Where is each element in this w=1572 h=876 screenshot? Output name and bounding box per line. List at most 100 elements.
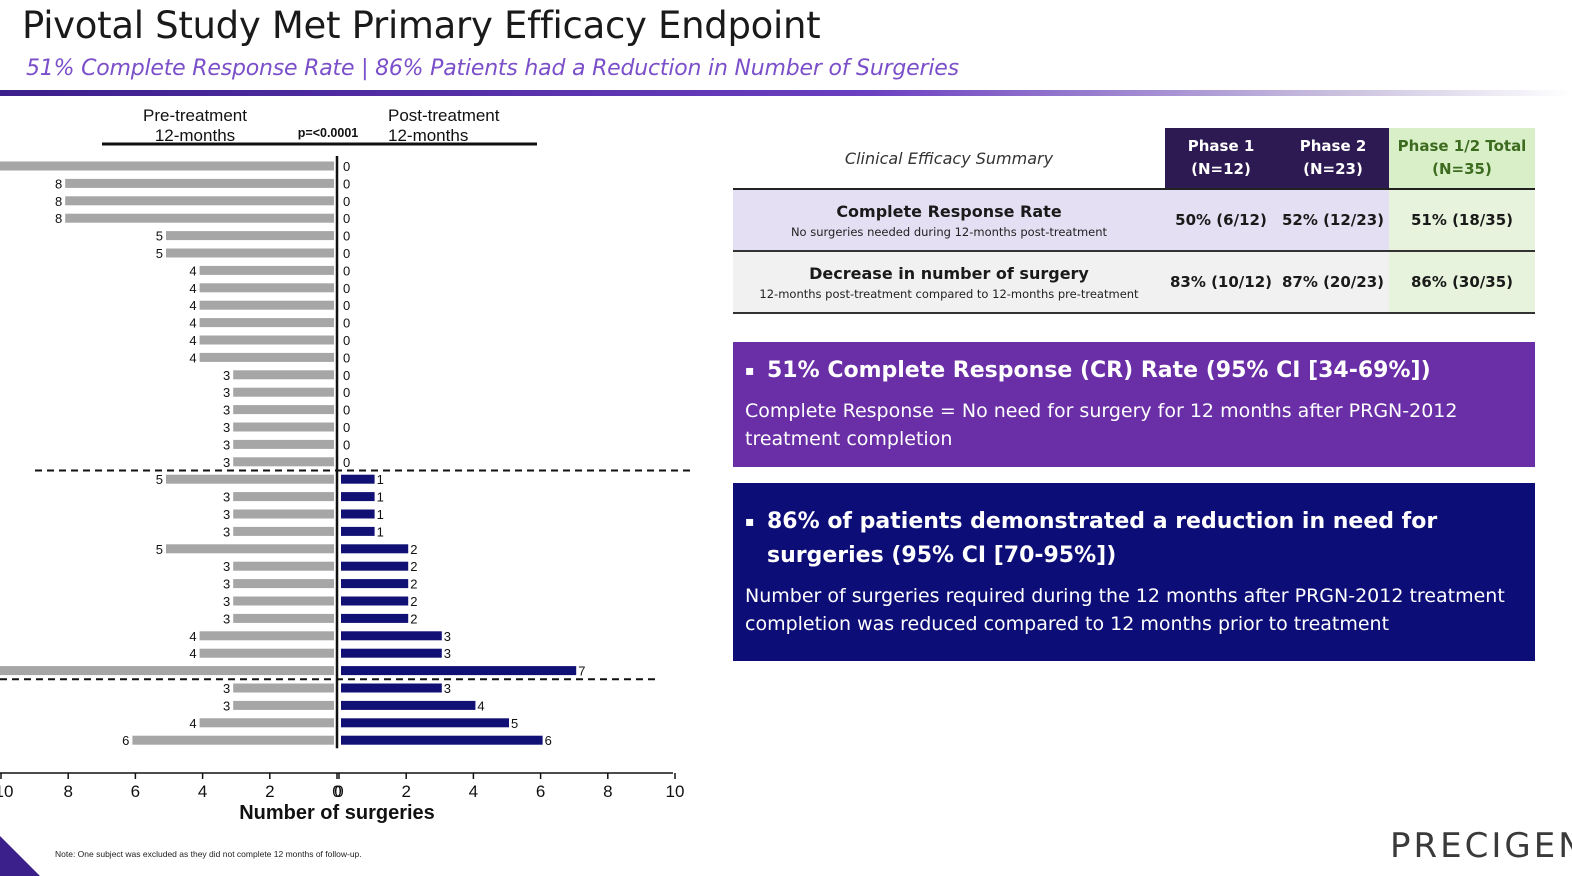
bar-label-pre: 6 — [122, 733, 129, 748]
cell-total: 51% (18/35) — [1389, 189, 1535, 252]
row-label: Complete Response Rate — [836, 201, 1062, 221]
bar-post — [341, 509, 375, 519]
bar-label-pre: 5 — [156, 246, 163, 261]
x-tick-label-right: 8 — [603, 782, 612, 801]
bar-label-post: 1 — [377, 507, 384, 522]
bar-pre — [0, 161, 334, 171]
bar-label-post: 0 — [343, 281, 350, 296]
bar-pre — [233, 439, 334, 449]
bar-label-pre: 3 — [223, 681, 230, 696]
header-divider — [0, 90, 1572, 96]
x-tick-label-right: 10 — [666, 782, 685, 801]
table-header-label: Clinical Efficacy Summary — [733, 128, 1165, 190]
bar-post — [341, 648, 442, 658]
cell-phase1: 50% (6/12) — [1165, 189, 1277, 252]
bar-label-pre: 3 — [223, 490, 230, 505]
bar-label-pre: 4 — [189, 350, 196, 365]
bar-post — [341, 544, 409, 554]
bar-pre — [166, 248, 334, 258]
col-header-phase2: Phase 2 (N=23) — [1277, 128, 1389, 190]
bar-pre — [233, 422, 334, 432]
bar-label-post: 0 — [343, 437, 350, 452]
bar-label-pre: 4 — [189, 629, 196, 644]
bar-label-pre: 4 — [189, 263, 196, 278]
bar-label-post: 0 — [343, 159, 350, 174]
bar-post — [341, 596, 409, 606]
bar-label-post: 7 — [578, 664, 585, 679]
bar-pre — [199, 300, 334, 310]
bar-label-pre: 5 — [156, 542, 163, 557]
bar-post — [341, 718, 509, 728]
x-tick-label-left: 8 — [63, 782, 72, 801]
chart-title-left: Pre-treatment — [143, 106, 247, 125]
bar-label-post: 2 — [410, 542, 417, 557]
col-header-total: Phase 1/2 Total (N=35) — [1389, 128, 1535, 190]
bar-pre — [233, 457, 334, 467]
x-tick-label-left: 4 — [198, 782, 207, 801]
bar-pre — [199, 648, 334, 658]
bar-pre — [233, 526, 334, 536]
x-tick-label-right: 0 — [334, 782, 343, 801]
callout-body: Number of surgeries required during the … — [745, 585, 1505, 635]
bar-label-pre: 4 — [189, 316, 196, 331]
bar-pre — [132, 735, 334, 745]
bar-pre — [199, 265, 334, 275]
x-tick-label-right: 4 — [469, 782, 478, 801]
bar-post — [341, 631, 442, 641]
callout-headline-text: 86% of patients demonstrated a reduction… — [767, 509, 1438, 568]
bar-pre — [233, 683, 334, 693]
bar-pre — [65, 178, 334, 188]
bar-label-pre: 4 — [189, 333, 196, 348]
bar-label-pre: 3 — [223, 594, 230, 609]
bar-label-pre: 4 — [189, 298, 196, 313]
col-name: Phase 1 — [1187, 137, 1255, 155]
bar-post — [341, 666, 577, 676]
page-title: Pivotal Study Met Primary Efficacy Endpo… — [22, 4, 821, 47]
bullet-icon: ▪ — [745, 514, 755, 530]
bar-label-post: 0 — [343, 246, 350, 261]
bar-post — [341, 735, 543, 745]
bar-pre — [233, 405, 334, 415]
row-sublabel: No surgeries needed during 12-months pos… — [790, 224, 1108, 239]
bar-label-pre: 3 — [223, 455, 230, 470]
col-n: (N=35) — [1432, 160, 1492, 178]
bar-label-post: 2 — [410, 611, 417, 626]
bar-pre — [199, 631, 334, 641]
row-sublabel: 12-months post-treatment compared to 12-… — [759, 286, 1139, 301]
p-value-label: p=<0.0001 — [298, 126, 359, 140]
bar-label-post: 2 — [410, 577, 417, 592]
bar-label-post: 0 — [343, 211, 350, 226]
row-label: Decrease in number of surgery — [809, 263, 1089, 283]
bar-label-post: 1 — [377, 472, 384, 487]
bar-post — [341, 613, 409, 623]
bar-pre — [233, 613, 334, 623]
cell-total: 86% (30/35) — [1389, 251, 1535, 314]
bar-label-pre: 3 — [223, 577, 230, 592]
bar-post — [341, 492, 375, 502]
bar-pre — [0, 666, 334, 676]
bar-label-post: 3 — [444, 681, 451, 696]
col-n: (N=12) — [1191, 160, 1251, 178]
bar-label-post: 2 — [410, 559, 417, 574]
bar-post — [341, 683, 442, 693]
bar-label-post: 0 — [343, 229, 350, 244]
bar-label-post: 0 — [343, 176, 350, 191]
bar-pre — [199, 335, 334, 345]
bar-post — [341, 561, 409, 571]
bar-label-pre: 8 — [55, 211, 62, 226]
col-n: (N=23) — [1303, 160, 1363, 178]
x-tick-label-left: 0 — [332, 782, 341, 801]
bar-pre — [65, 196, 334, 206]
bar-pre — [166, 544, 334, 554]
x-tick-label-left: 10 — [0, 782, 13, 801]
bar-pre — [233, 370, 334, 380]
bar-label-pre: 3 — [223, 559, 230, 574]
page-subtitle: 51% Complete Response Rate | 86% Patient… — [26, 56, 959, 81]
bar-post — [341, 474, 375, 484]
cell-phase2: 52% (12/23) — [1277, 189, 1389, 252]
bar-label-post: 0 — [343, 368, 350, 383]
bar-label-post: 0 — [343, 316, 350, 331]
bar-label-pre: 3 — [223, 420, 230, 435]
bar-label-post: 0 — [343, 420, 350, 435]
bar-pre — [233, 561, 334, 571]
